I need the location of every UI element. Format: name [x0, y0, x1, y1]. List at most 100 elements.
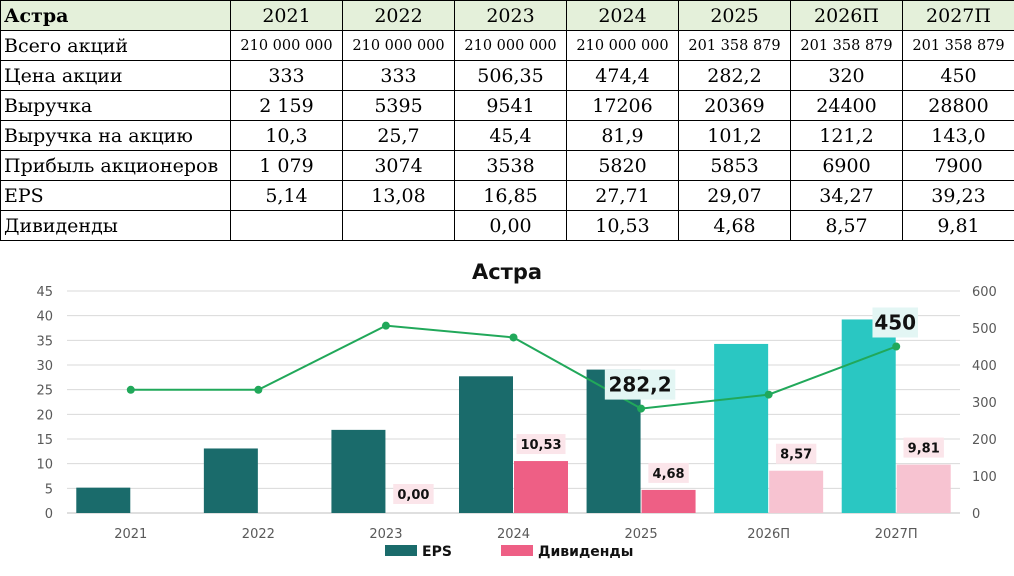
price-point	[127, 386, 135, 394]
table-cell: 101,2	[679, 121, 791, 151]
table-cell	[343, 211, 455, 241]
price-point	[637, 405, 645, 413]
dividend-bar	[642, 490, 696, 513]
table-cell: 27,71	[567, 181, 679, 211]
x-tick-label: 2021	[114, 527, 147, 542]
y-right-tick-label: 400	[972, 359, 997, 374]
table-cell: 506,35	[455, 61, 567, 91]
x-tick-label: 2023	[369, 527, 402, 542]
y-left-tick-label: 15	[36, 433, 53, 448]
table-cell: 34,27	[791, 181, 903, 211]
table-cell: 3538	[455, 151, 567, 181]
price-point	[510, 333, 518, 341]
table-cell: 333	[343, 61, 455, 91]
dividend-bar	[897, 465, 951, 513]
y-right-tick-label: 200	[972, 433, 997, 448]
eps-bar	[76, 488, 130, 513]
x-tick-label: 2024	[497, 527, 530, 542]
table-cell: 210 000 000	[455, 31, 567, 61]
table-cell: 333	[231, 61, 343, 91]
eps-bar	[459, 376, 513, 513]
legend-label-dividends: Дивиденды	[538, 544, 633, 560]
y-right-tick-label: 0	[972, 507, 980, 522]
table-cell: 10,3	[231, 121, 343, 151]
table-cell: 9,81	[903, 211, 1014, 241]
x-tick-label: 2027П	[875, 527, 918, 542]
row-label: Прибыль акционеров	[1, 151, 231, 181]
y-left-tick-label: 5	[45, 482, 53, 497]
price-point	[254, 386, 262, 394]
table-cell: 121,2	[791, 121, 903, 151]
price-point	[382, 322, 390, 330]
eps-bar	[714, 344, 768, 513]
row-label: Выручка на акцию	[1, 121, 231, 151]
row-label: EPS	[1, 181, 231, 211]
eps-bar	[331, 430, 385, 513]
x-tick-label: 2025	[625, 527, 658, 542]
combo-chart: Астра05101520253035404501002003004005006…	[0, 250, 1014, 571]
y-right-tick-label: 300	[972, 396, 997, 411]
table-cell: 5820	[567, 151, 679, 181]
dividend-data-label: 4,68	[653, 467, 685, 482]
table-cell: 5,14	[231, 181, 343, 211]
y-left-tick-label: 45	[36, 285, 53, 300]
y-left-tick-label: 35	[36, 334, 53, 349]
table-cell: 201 358 879	[679, 31, 791, 61]
legend-swatch-eps	[385, 545, 417, 556]
table-cell: 5395	[343, 91, 455, 121]
dividend-data-label: 0,00	[397, 488, 429, 503]
eps-bar	[842, 319, 896, 513]
table-cell: 450	[903, 61, 1014, 91]
y-left-tick-label: 30	[36, 359, 53, 374]
y-right-tick-label: 100	[972, 470, 997, 485]
table-cell: 10,53	[567, 211, 679, 241]
table-cell: 29,07	[679, 181, 791, 211]
table-cell: 24400	[791, 91, 903, 121]
y-right-tick-label: 500	[972, 322, 997, 337]
row-label: Цена акции	[1, 61, 231, 91]
dividend-data-label: 8,57	[780, 448, 812, 463]
y-left-tick-label: 10	[36, 458, 53, 473]
table-cell: 201 358 879	[791, 31, 903, 61]
table-cell: 201 358 879	[903, 31, 1014, 61]
table-cell: 210 000 000	[567, 31, 679, 61]
y-left-tick-label: 20	[36, 408, 53, 423]
table-cell: 45,4	[455, 121, 567, 151]
table-cell: 5853	[679, 151, 791, 181]
eps-bar	[204, 448, 258, 513]
table-cell: 8,57	[791, 211, 903, 241]
row-label: Всего акций	[1, 31, 231, 61]
table-cell: 3074	[343, 151, 455, 181]
year-header: 2027П	[903, 1, 1014, 31]
table-cell: 474,4	[567, 61, 679, 91]
y-left-tick-label: 0	[45, 507, 53, 522]
y-left-tick-label: 40	[36, 310, 53, 325]
table-cell: 320	[791, 61, 903, 91]
y-left-tick-label: 25	[36, 384, 53, 399]
price-data-label: 282,2	[608, 373, 671, 397]
table-cell: 39,23	[903, 181, 1014, 211]
table-cell: 13,08	[343, 181, 455, 211]
table-cell: 6900	[791, 151, 903, 181]
table-corner-cell: Астра	[1, 1, 231, 31]
table-cell: 81,9	[567, 121, 679, 151]
y-right-tick-label: 600	[972, 285, 997, 300]
table-cell: 16,85	[455, 181, 567, 211]
year-header: 2021	[231, 1, 343, 31]
row-label: Дивиденды	[1, 211, 231, 241]
year-header: 2025	[679, 1, 791, 31]
table-cell	[231, 211, 343, 241]
row-label: Выручка	[1, 91, 231, 121]
dividend-bar	[514, 461, 568, 513]
table-cell: 210 000 000	[343, 31, 455, 61]
x-tick-label: 2022	[242, 527, 275, 542]
